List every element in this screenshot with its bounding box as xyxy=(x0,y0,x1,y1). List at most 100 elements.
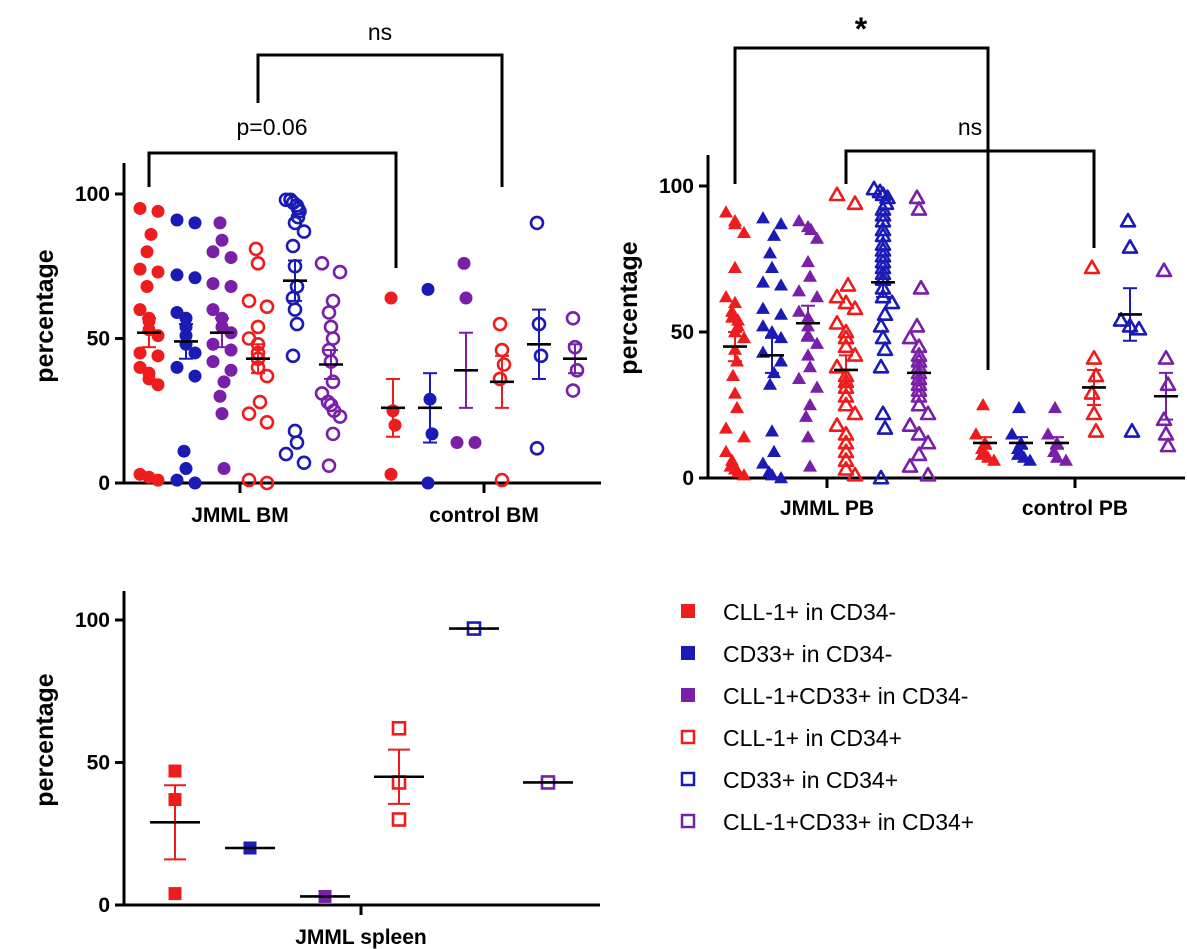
data-point-bm-3-3 xyxy=(259,299,275,315)
series-pb-5 xyxy=(901,189,937,482)
y-tick-label-pb-50: 50 xyxy=(671,321,694,344)
data-point-bm-0-4 xyxy=(133,262,147,276)
data-point-pb-5-16 xyxy=(901,417,919,432)
data-point-pb-1-0 xyxy=(756,211,770,224)
data-point-pb-3-19 xyxy=(837,425,855,441)
data-point-pb-4-19 xyxy=(883,294,901,310)
data-point-pb-4-24 xyxy=(872,358,890,374)
data-point-bm-3-0 xyxy=(248,241,264,257)
data-point-bm-1-15 xyxy=(188,476,202,490)
data-point-bm-0-20 xyxy=(151,473,165,487)
data-point-pb-1-20 xyxy=(765,468,779,481)
data-point-pb-4-22 xyxy=(874,329,892,345)
data-point-bm-1-0 xyxy=(170,213,184,227)
data-point-pb-1-17 xyxy=(767,444,781,457)
data-point-bm-10-3 xyxy=(529,441,545,456)
data-point-pb-10-4 xyxy=(1130,320,1148,336)
data-point-pb-5-18 xyxy=(919,434,937,450)
series-pb-11 xyxy=(1154,262,1178,453)
data-point-pb-5-20 xyxy=(901,458,919,473)
y-tick-label-spleen-0: 0 xyxy=(98,894,110,917)
data-point-pb-0-2 xyxy=(728,216,742,230)
data-point-bm-3-12 xyxy=(241,406,257,421)
data-point-bm-3-4 xyxy=(250,319,266,335)
data-point-pb-0-21 xyxy=(725,453,739,466)
data-point-spleen-3-2 xyxy=(391,812,407,827)
data-point-pb-3-15 xyxy=(837,387,855,403)
data-point-pb-1-18 xyxy=(756,456,770,469)
data-point-pb-0-25 xyxy=(737,468,751,481)
data-point-bm-8-1 xyxy=(459,291,473,305)
chart-panel-bm: percentage JMML BM control BM p=0.06 ns … xyxy=(31,19,601,527)
series-pb-3 xyxy=(828,186,864,482)
data-point-bm-0-1 xyxy=(151,204,165,218)
data-point-pb-3-22 xyxy=(837,452,855,468)
data-point-bm-1-3 xyxy=(188,271,202,285)
data-point-pb-6-6 xyxy=(987,453,1001,466)
series-pb-8 xyxy=(1041,400,1073,466)
data-point-bm-0-12 xyxy=(133,346,147,360)
significance-bracket-pb-1 xyxy=(844,149,1096,248)
data-point-pb-2-12 xyxy=(810,336,824,349)
data-point-bm-9-2 xyxy=(496,357,512,372)
data-point-bm-10-0 xyxy=(529,215,545,231)
data-point-bm-8-3 xyxy=(468,436,482,450)
data-point-bm-4-9 xyxy=(285,238,301,254)
x-tick-label-control-pb: control PB xyxy=(1022,497,1128,520)
data-point-bm-5-0 xyxy=(314,256,330,271)
y-tick-label-bm-50: 50 xyxy=(87,328,110,351)
data-point-pb-1-6 xyxy=(774,278,788,291)
data-point-pb-11-0 xyxy=(1155,262,1173,278)
data-point-bm-9-0 xyxy=(492,316,508,332)
series-bm-1 xyxy=(170,213,202,490)
x-tick-label-jmml-bm: JMML BM xyxy=(191,504,289,527)
data-point-pb-10-5 xyxy=(1123,422,1141,438)
data-point-bm-1-14 xyxy=(170,473,184,487)
data-point-pb-4-27 xyxy=(872,469,890,485)
data-point-pb-1-8 xyxy=(774,307,788,320)
bracket-label-pb-1: ns xyxy=(958,114,982,140)
x-tick-label-jmml-spleen: JMML spleen xyxy=(295,926,426,949)
data-point-bm-4-16 xyxy=(287,423,303,439)
data-point-bm-7-2 xyxy=(425,427,439,441)
data-point-pb-0-20 xyxy=(719,444,733,457)
data-point-bm-4-18 xyxy=(278,446,294,462)
data-point-pb-8-0 xyxy=(1048,400,1062,414)
data-point-pb-5-14 xyxy=(910,396,928,412)
data-point-pb-0-0 xyxy=(719,205,733,218)
data-point-bm-2-5 xyxy=(224,279,238,293)
legend-swatch-4 xyxy=(680,771,696,787)
series-pb-2 xyxy=(792,214,824,472)
data-point-pb-2-2 xyxy=(804,222,818,236)
legend-label-5: CLL-1+CD33+ in CD34+ xyxy=(723,809,974,835)
data-point-pb-11-2 xyxy=(1159,376,1177,392)
data-point-bm-2-16 xyxy=(215,407,229,421)
data-point-pb-2-19 xyxy=(801,430,815,443)
data-point-pb-9-4 xyxy=(1085,405,1103,421)
legend-swatch-2 xyxy=(681,688,695,702)
data-point-pb-4-20 xyxy=(876,306,894,322)
data-point-bm-10-2 xyxy=(533,348,549,364)
data-point-pb-0-16 xyxy=(728,386,742,399)
legend: CLL-1+ in CD34- CD33+ in CD34- CLL-1+CD3… xyxy=(680,599,974,835)
data-point-pb-0-12 xyxy=(737,330,751,344)
data-point-bm-8-0 xyxy=(457,256,471,270)
data-point-bm-5-5 xyxy=(325,331,341,346)
data-point-pb-3-8 xyxy=(837,329,855,345)
data-point-bm-0-13 xyxy=(151,349,165,363)
data-point-pb-9-3 xyxy=(1083,385,1101,400)
legend-label-2: CLL-1+CD33+ in CD34- xyxy=(723,683,968,709)
data-point-pb-4-9 xyxy=(874,227,892,243)
data-point-pb-2-3 xyxy=(810,231,824,244)
bracket-label-pb-0: * xyxy=(855,11,868,47)
data-point-bm-3-10 xyxy=(259,368,275,384)
series-bm-0 xyxy=(133,201,165,487)
data-point-pb-0-3 xyxy=(737,225,751,238)
legend-label-0: CLL-1+ in CD34- xyxy=(723,599,896,625)
series-spleen-5 xyxy=(523,775,573,790)
data-point-pb-2-4 xyxy=(801,254,815,268)
data-point-bm-1-13 xyxy=(179,462,193,476)
data-point-pb-2-13 xyxy=(801,348,815,361)
data-point-bm-4-12 xyxy=(285,290,301,306)
data-point-bm-2-11 xyxy=(224,343,238,357)
